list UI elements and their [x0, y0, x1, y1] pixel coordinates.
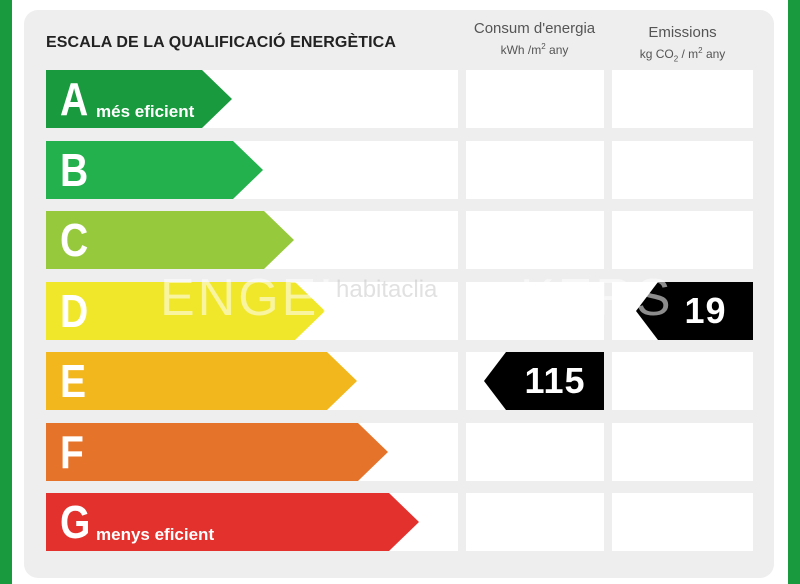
emissions-cell	[612, 211, 753, 269]
emissions-result-tag: 19	[636, 282, 753, 340]
rating-letter: B	[60, 144, 89, 196]
rating-caption: més eficient	[96, 102, 195, 121]
consumption-cell	[466, 141, 604, 199]
scale-title: ESCALA DE LA QUALIFICACIÓ ENERGÈTICA	[46, 34, 396, 51]
consumption-result-tag: 115	[484, 352, 604, 410]
emissions-result-value: 19	[684, 290, 727, 331]
consumption-header-title: Consum d'energia	[473, 20, 596, 37]
consumption-cell	[466, 211, 604, 269]
rating-caption: menys eficient	[96, 525, 215, 544]
consumption-cell	[466, 423, 604, 481]
rating-letter: F	[60, 426, 84, 478]
rating-letter: E	[60, 355, 87, 407]
consumption-header: Consum d'energia kWh /m2 any	[462, 20, 607, 57]
watermark-logo: habitaclia	[336, 276, 438, 303]
consumption-result-value: 115	[524, 360, 586, 401]
rating-arrow-f: F	[46, 423, 388, 481]
emissions-cell	[612, 141, 753, 199]
consumption-cell	[466, 70, 604, 128]
rating-letter: A	[60, 73, 89, 125]
rating-letter: D	[60, 285, 89, 337]
consumption-header-unit: kWh /m2 any	[500, 42, 569, 57]
rating-letter: G	[60, 496, 91, 548]
emissions-header-title: Emissions	[648, 24, 717, 41]
rating-arrow-b: B	[46, 141, 263, 199]
emissions-header: Emissions kg CO2 / m2 any	[610, 24, 755, 63]
consumption-cell	[466, 493, 604, 551]
consumption-cell	[466, 282, 604, 340]
rating-arrow-e: E	[46, 352, 357, 410]
emissions-cell	[612, 352, 753, 410]
rating-arrow-d: D	[46, 282, 325, 340]
emissions-cell	[612, 70, 753, 128]
emissions-cell	[612, 423, 753, 481]
watermark-text-end: KERS	[520, 269, 674, 327]
rating-letter: C	[60, 214, 89, 266]
watermark-text: ENGEL	[160, 269, 352, 327]
left-border	[0, 0, 12, 584]
emissions-cell	[612, 493, 753, 551]
emissions-header-unit: kg CO2 / m2 any	[639, 46, 726, 64]
right-border	[788, 0, 800, 584]
rating-arrow-c: C	[46, 211, 294, 269]
